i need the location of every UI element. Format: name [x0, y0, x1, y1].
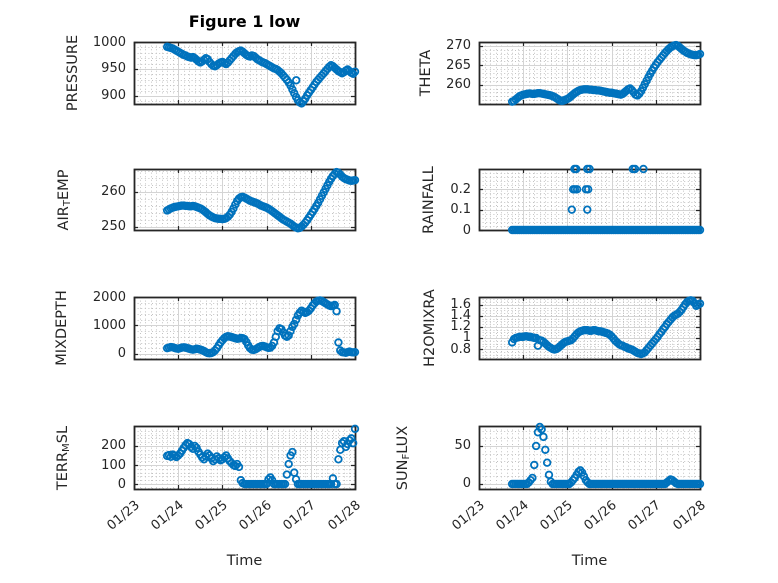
y-tick-label: 950 — [101, 61, 126, 77]
y-tick-label: 260 — [446, 77, 471, 93]
y-tick-label: 270 — [446, 38, 471, 54]
y-tick-label: 1.6 — [450, 297, 471, 313]
subplot-air_temp — [134, 169, 355, 230]
subplot-theta — [479, 42, 700, 104]
y-tick-label: 0 — [462, 476, 471, 492]
subplot-rainfall — [479, 169, 700, 230]
subplot-h2omixra — [479, 297, 700, 359]
y-tick-label: 0 — [462, 222, 471, 238]
y-tick-label: 1000 — [92, 34, 126, 50]
y-tick-label: 0.8 — [450, 341, 471, 357]
y-tick-label: 200 — [101, 438, 126, 454]
y-tick-label: 260 — [101, 184, 126, 200]
subplot-pressure — [134, 42, 355, 104]
y-tick-label: 265 — [446, 57, 471, 73]
y-tick-label: 0 — [117, 346, 126, 362]
y-tick-label: 0.1 — [450, 202, 471, 218]
y-tick-label: 50 — [454, 438, 471, 454]
subplot-mixdepth — [134, 297, 355, 359]
x-axis-label-right: Time — [571, 553, 608, 569]
subplot-terr_msl — [134, 426, 355, 489]
y-tick-label: 1.4 — [450, 308, 471, 324]
y-tick-label: 0.2 — [450, 181, 471, 197]
y-tick-label: 1000 — [92, 317, 126, 333]
y-axis-label-sun_flux: SUN F LUX — [395, 425, 412, 490]
subplot-sun_flux — [479, 426, 700, 489]
figure-title: Figure 1 low — [188, 12, 301, 31]
y-tick-label: 1 — [462, 330, 471, 346]
y-tick-label: 2000 — [92, 289, 126, 305]
y-axis-label-h2omixra: H2OMIXRA — [422, 289, 438, 367]
y-axis-label-terr_msl: TERR M SL — [55, 425, 72, 490]
y-tick-label: 0 — [117, 476, 126, 492]
y-tick-label: 900 — [101, 88, 126, 104]
y-tick-label: 250 — [101, 219, 126, 234]
y-tick-label: 1.2 — [450, 319, 471, 335]
x-axis-label-left: Time — [226, 553, 263, 569]
y-tick-label: 100 — [101, 457, 126, 473]
